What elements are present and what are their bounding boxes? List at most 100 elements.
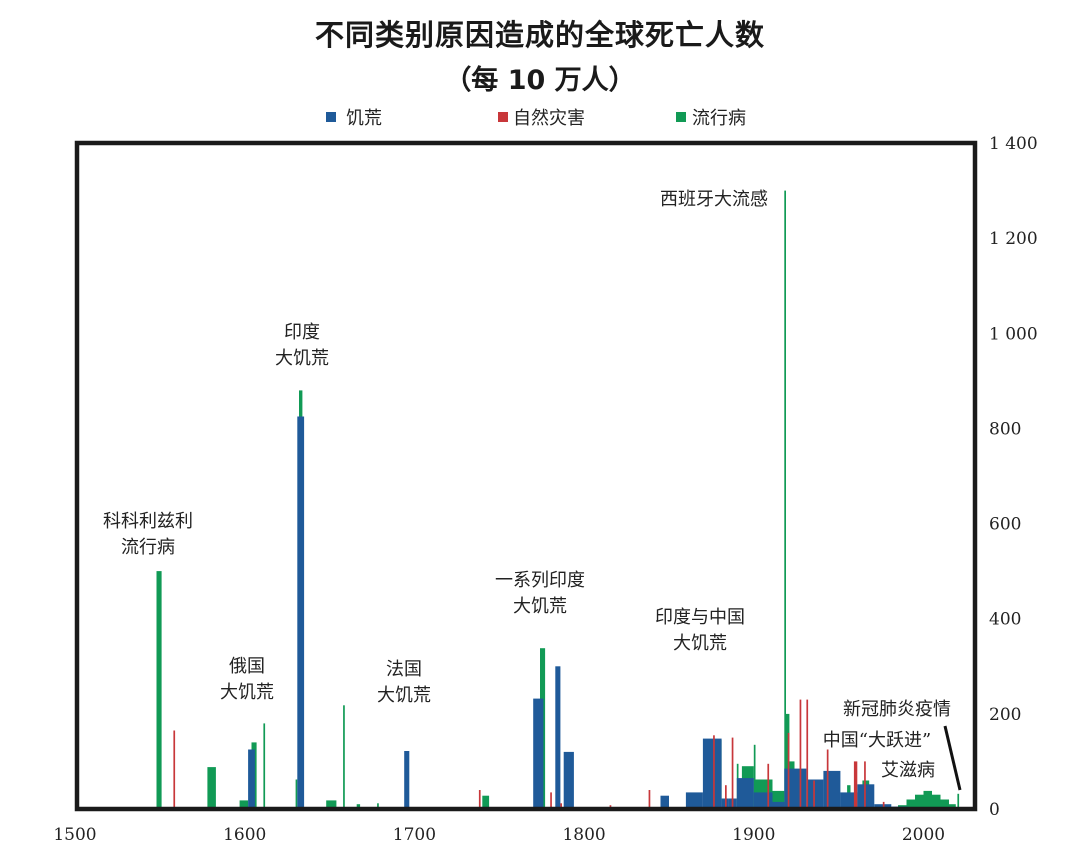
bar bbox=[767, 763, 770, 809]
bar bbox=[772, 790, 785, 809]
bar bbox=[823, 770, 841, 809]
covid-pointer-line bbox=[943, 725, 962, 791]
bar bbox=[156, 571, 162, 809]
bar bbox=[685, 792, 703, 809]
annotation-label: 西班牙大流感 bbox=[660, 189, 768, 210]
bar bbox=[713, 735, 715, 809]
legend-item-epidemic: 流行病 bbox=[676, 104, 746, 130]
bar bbox=[404, 751, 410, 809]
x-tick-label: 1600 bbox=[223, 825, 266, 845]
annotation-label: 大饥荒 bbox=[275, 348, 329, 369]
x-axis-ticks: 1500 1600 1700 1800 1900 2000 bbox=[53, 825, 945, 845]
y-tick-label: 400 bbox=[989, 610, 1021, 630]
chart-subtitle: （每 10 万人） bbox=[444, 65, 636, 96]
annotation-label: 新冠肺炎疫情 bbox=[843, 699, 951, 720]
x-tick-label: 1700 bbox=[393, 825, 436, 845]
x-tick-label: 1900 bbox=[732, 825, 775, 845]
bar bbox=[787, 732, 790, 809]
annotation-label: 科科利兹利 bbox=[103, 511, 193, 532]
y-axis-ticks: 0 200 400 600 800 1 000 1 200 1 400 bbox=[989, 134, 1038, 820]
bar bbox=[263, 723, 266, 809]
annotation-label: 一系列印度 bbox=[495, 570, 585, 591]
y-tick-label: 800 bbox=[989, 419, 1021, 439]
annotation-label: 俄国 bbox=[229, 656, 265, 677]
annotation-label: 中国“大跃进” bbox=[823, 730, 931, 751]
bar bbox=[784, 190, 786, 810]
bar bbox=[731, 737, 734, 809]
x-tick-label: 2000 bbox=[902, 825, 945, 845]
annotation-label: 印度 bbox=[284, 322, 320, 343]
y-tick-label: 600 bbox=[989, 515, 1021, 535]
bar bbox=[550, 792, 552, 809]
legend-label-famine: 饥荒 bbox=[346, 108, 382, 129]
bar bbox=[940, 799, 949, 809]
bar bbox=[482, 795, 490, 809]
bar bbox=[326, 800, 337, 809]
legend-label-natural-disaster: 自然灾害 bbox=[513, 108, 585, 129]
bar bbox=[295, 779, 298, 809]
bar bbox=[772, 801, 785, 809]
bar bbox=[725, 785, 727, 809]
annotation-label: 大饥荒 bbox=[513, 596, 567, 617]
bar bbox=[533, 698, 544, 809]
annotations-layer: 科科利兹利流行病俄国大饥荒印度大饥荒法国大饥荒一系列印度大饥荒印度与中国大饥荒西… bbox=[103, 189, 951, 781]
y-tick-label: 1 400 bbox=[989, 134, 1038, 154]
bar bbox=[915, 794, 924, 809]
bar bbox=[826, 749, 829, 809]
bar bbox=[173, 730, 176, 809]
bar bbox=[239, 800, 249, 809]
legend-swatch-natural-disaster-icon bbox=[498, 112, 508, 122]
bar bbox=[906, 799, 915, 809]
bar bbox=[297, 416, 305, 809]
chart-legend: 饥荒 自然灾害 流行病 bbox=[0, 104, 1080, 130]
annotation-label: 流行病 bbox=[121, 537, 175, 558]
bar bbox=[957, 793, 960, 809]
bar bbox=[882, 801, 885, 809]
x-tick-label: 1800 bbox=[562, 825, 605, 845]
bar bbox=[702, 738, 722, 809]
bar bbox=[949, 804, 956, 809]
annotation-label: 艾滋病 bbox=[881, 760, 935, 781]
bar bbox=[343, 705, 345, 809]
annotation-label: 大饥荒 bbox=[377, 685, 431, 706]
legend-item-natural-disaster: 自然灾害 bbox=[498, 104, 585, 130]
annotation-label: 大饥荒 bbox=[220, 682, 274, 703]
bar bbox=[248, 749, 255, 809]
chart-title: 不同类别原因造成的全球死亡人数 bbox=[314, 18, 765, 52]
bar bbox=[864, 761, 866, 809]
bar bbox=[932, 794, 941, 809]
bar bbox=[840, 792, 858, 809]
bar bbox=[563, 751, 574, 809]
legend-swatch-famine-icon bbox=[326, 112, 336, 122]
bar bbox=[377, 803, 379, 809]
y-tick-label: 0 bbox=[989, 800, 1000, 820]
y-tick-label: 1 000 bbox=[989, 324, 1038, 344]
bar bbox=[207, 767, 216, 809]
bars-layer bbox=[156, 190, 960, 810]
bar bbox=[853, 761, 858, 809]
legend-label-epidemic: 流行病 bbox=[692, 108, 746, 129]
bar bbox=[753, 744, 756, 809]
legend-item-famine: 饥荒 bbox=[326, 104, 382, 130]
bar bbox=[660, 795, 669, 809]
bar bbox=[478, 790, 481, 809]
y-tick-label: 1 200 bbox=[989, 229, 1038, 249]
bar bbox=[560, 803, 562, 809]
y-tick-label: 200 bbox=[989, 705, 1021, 725]
bar bbox=[784, 768, 807, 809]
bar bbox=[356, 804, 361, 809]
bar bbox=[923, 790, 932, 809]
annotation-label: 印度与中国 bbox=[655, 607, 745, 628]
x-tick-label: 1500 bbox=[53, 825, 96, 845]
bar bbox=[806, 699, 809, 809]
bar bbox=[555, 666, 561, 809]
bar bbox=[648, 790, 651, 809]
bar bbox=[753, 792, 773, 809]
plot-frame bbox=[74, 140, 978, 812]
bar bbox=[799, 699, 802, 809]
annotation-label: 大饥荒 bbox=[673, 633, 727, 654]
bar bbox=[736, 778, 754, 809]
legend-swatch-epidemic-icon bbox=[676, 112, 686, 122]
bar bbox=[813, 780, 815, 809]
